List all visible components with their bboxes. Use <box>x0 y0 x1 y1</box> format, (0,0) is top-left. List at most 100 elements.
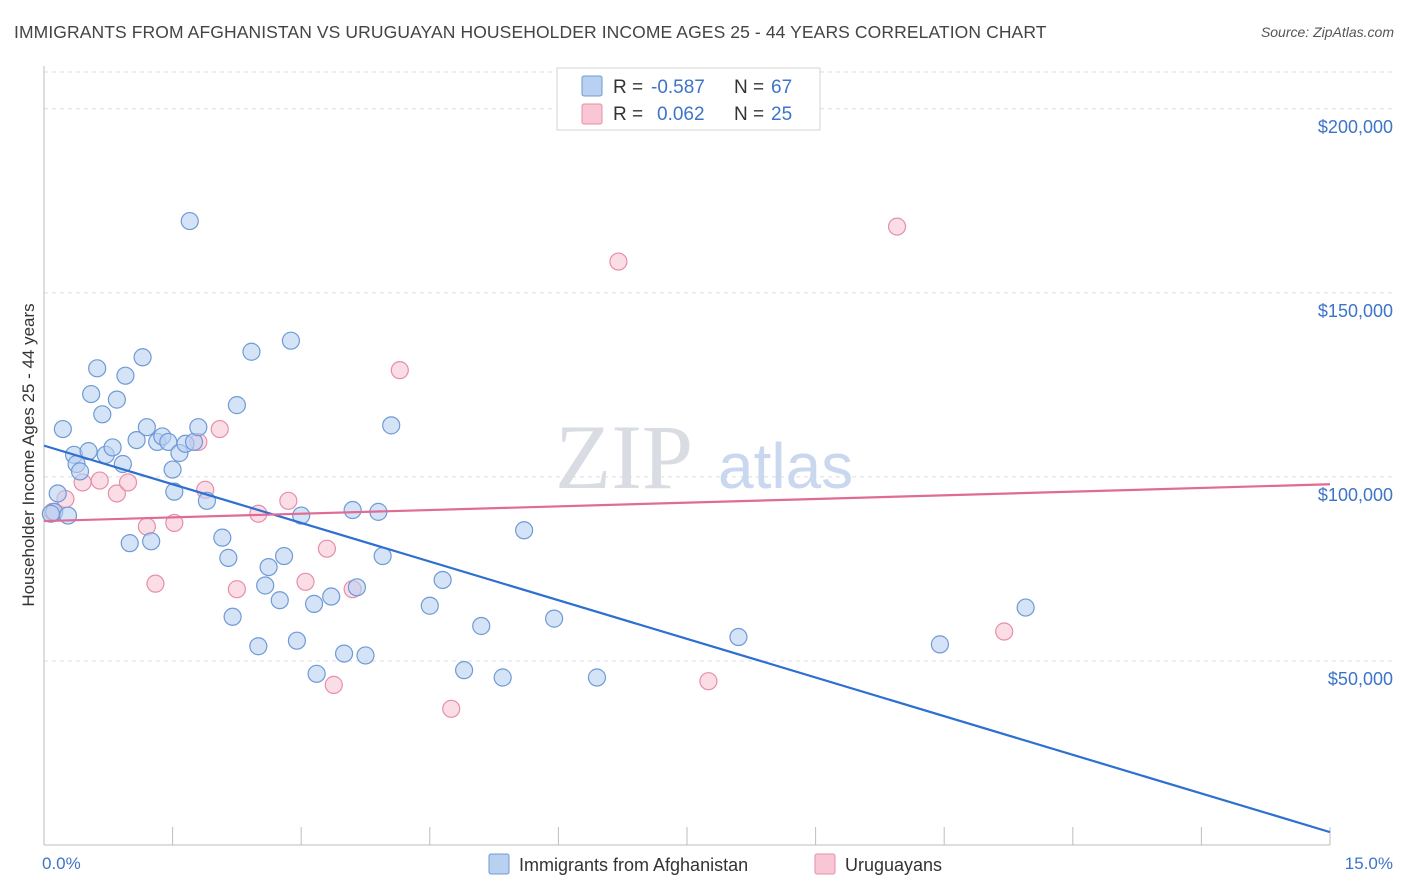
afghanistan-point <box>515 521 534 540</box>
uruguayans-point <box>146 574 165 593</box>
legend-n-value: 67 <box>771 77 792 98</box>
afghanistan-point <box>270 591 289 610</box>
uruguayans-point <box>107 484 126 503</box>
series-legend-swatch-uruguayans <box>814 853 836 875</box>
afghanistan-point <box>142 532 161 551</box>
afghanistan-point <box>259 557 278 577</box>
uruguayans-point <box>699 672 718 691</box>
y-tick-label: $50,000 <box>1328 669 1393 689</box>
uruguayans-point <box>90 471 109 490</box>
afghanistan-point <box>930 635 950 654</box>
legend-n-label: N = <box>734 104 764 125</box>
uruguayans-trend-line <box>43 483 1331 523</box>
legend-r-label: R = <box>613 77 643 98</box>
watermark-atlas: atlas <box>718 430 853 502</box>
legend-n-label: N = <box>734 77 764 98</box>
afghanistan-point <box>82 384 101 404</box>
afghanistan-point <box>454 661 474 680</box>
afghanistan-point <box>107 390 126 409</box>
series-legend-swatch-afghanistan <box>488 853 510 875</box>
afghanistan-point <box>256 576 275 595</box>
series-legend-label-uruguayans: Uruguayans <box>845 855 942 875</box>
uruguayans-point <box>317 539 337 558</box>
uruguayans-point <box>390 361 409 380</box>
afghanistan-point <box>242 342 261 361</box>
x-tick-label-max: 15.0% <box>1345 854 1393 873</box>
afghanistan-point <box>545 609 564 628</box>
uruguayans-point <box>118 473 138 492</box>
afghanistan-point <box>322 587 341 606</box>
afghanistan-point <box>1016 598 1035 617</box>
afghanistan-point <box>472 616 491 636</box>
afghanistan-point <box>420 596 439 615</box>
afghanistan-point <box>180 211 199 231</box>
afghanistan-point <box>93 405 112 424</box>
uruguayans-point <box>442 699 461 718</box>
afghanistan-point <box>587 668 607 687</box>
uruguayans-point <box>887 217 907 236</box>
afghanistan-point <box>53 419 72 439</box>
uruguayans-point <box>227 580 246 599</box>
watermark-zip: ZIP <box>555 406 693 508</box>
afghanistan-point <box>163 460 182 479</box>
afghanistan-point <box>219 548 238 567</box>
afghanistan-point <box>433 570 452 590</box>
afghanistan-point <box>249 637 268 656</box>
afghanistan-point <box>133 348 152 367</box>
uruguayans-point <box>279 491 298 510</box>
series-legend-label-afghanistan: Immigrants from Afghanistan <box>519 855 748 875</box>
afghanistan-point <box>227 396 246 415</box>
afghanistan-point <box>304 594 324 613</box>
watermark: ZIP atlas <box>555 406 853 508</box>
legend-r-label: R = <box>613 104 643 125</box>
trend-lines <box>43 444 1331 834</box>
afghanistan-trend-line <box>43 444 1331 834</box>
legend-n-value: 25 <box>771 104 792 125</box>
y-tick-label: $100,000 <box>1318 485 1393 505</box>
afghanistan-point <box>213 528 232 547</box>
afghanistan-point <box>41 504 60 523</box>
afghanistan-point <box>287 631 307 650</box>
legend-swatch-uruguayans <box>581 103 603 125</box>
uruguayans-point <box>324 675 343 694</box>
uruguayans-point <box>995 622 1014 641</box>
afghanistan-point <box>103 438 122 457</box>
uruguayans-point <box>165 513 184 533</box>
legend-r-value: 0.062 <box>657 104 705 125</box>
uruguayans-point <box>296 572 315 591</box>
series-legend: Immigrants from Afghanistan Uruguayans <box>488 853 942 875</box>
afghanistan-point <box>189 418 208 437</box>
afghanistan-point <box>493 668 512 687</box>
afghanistan-point <box>347 578 367 597</box>
legend-swatch-afghanistan <box>581 75 603 97</box>
x-tick-label-min: 0.0% <box>42 854 81 873</box>
correlation-legend: R = -0.587 N = 67 R = 0.062 N = 25 <box>556 67 821 131</box>
afghanistan-point <box>137 418 156 437</box>
y-axis-label: Householder Income Ages 25 - 44 years <box>19 303 38 606</box>
afghanistan-point <box>281 331 301 350</box>
y-tick-labels: $50,000 $100,000 $150,000 $200,000 <box>1318 117 1393 689</box>
chart-title: IMMIGRANTS FROM AFGHANISTAN VS URUGUAYAN… <box>14 22 1047 42</box>
y-tick-label: $200,000 <box>1318 117 1393 137</box>
y-tick-label: $150,000 <box>1318 301 1393 321</box>
x-tick-labels: 0.0% 15.0% <box>42 854 1393 873</box>
afghanistan-point <box>127 430 146 450</box>
afghanistan-point <box>48 484 67 503</box>
axes <box>43 66 1331 846</box>
source-credit: Source: ZipAtlas.com <box>1260 24 1394 40</box>
afghanistan-point <box>120 534 139 553</box>
uruguayans-point <box>210 419 229 439</box>
afghanistan-point <box>382 416 401 435</box>
afghanistan-point <box>343 500 362 520</box>
afghanistan-point <box>88 359 107 378</box>
afghanistan-point <box>165 482 184 501</box>
grid-lines <box>44 71 1394 662</box>
afghanistan-point <box>274 546 294 566</box>
afghanistan-point <box>334 644 354 663</box>
afghanistan-point <box>223 607 242 626</box>
afghanistan-point <box>356 646 375 665</box>
uruguayans-point <box>609 252 628 271</box>
afghanistan-points <box>41 211 1035 687</box>
afghanistan-point <box>70 462 90 481</box>
